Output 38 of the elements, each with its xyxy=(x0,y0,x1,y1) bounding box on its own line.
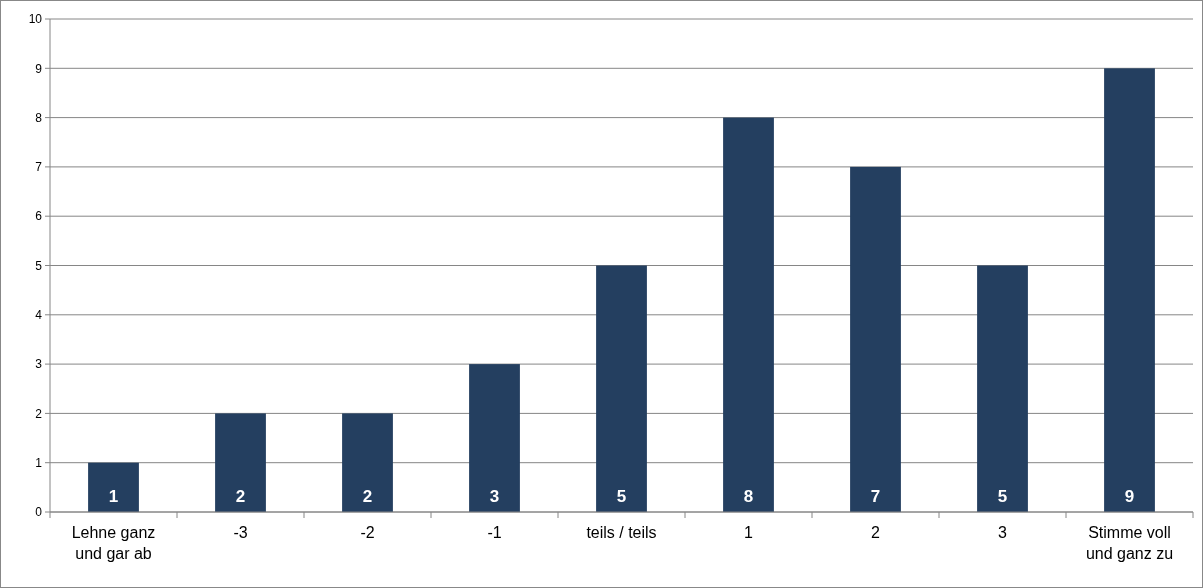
bar xyxy=(723,117,774,512)
y-tick-label: 10 xyxy=(28,12,43,27)
y-tick-label: 3 xyxy=(35,357,43,372)
bar xyxy=(596,265,647,512)
y-tick-label: 2 xyxy=(35,406,43,421)
data-label: 3 xyxy=(489,487,500,506)
x-tick-label: 1 xyxy=(744,524,754,541)
data-label: 7 xyxy=(870,487,881,506)
bar xyxy=(88,462,139,512)
x-tick-label: Stimme voll und ganz zu xyxy=(1085,524,1174,562)
data-label: 1 xyxy=(108,487,119,506)
data-label: 2 xyxy=(235,487,246,506)
x-tick-label: teils / teils xyxy=(586,524,657,541)
data-label: 5 xyxy=(997,487,1008,506)
y-tick-label: 8 xyxy=(35,110,43,125)
bar xyxy=(342,413,393,512)
data-label: 9 xyxy=(1124,487,1135,506)
bar xyxy=(850,166,901,512)
y-tick-label: 0 xyxy=(35,505,43,520)
y-tick-label: 6 xyxy=(35,209,43,224)
x-tick-label: -2 xyxy=(360,524,375,541)
bar xyxy=(1104,68,1155,512)
bar xyxy=(469,364,520,512)
y-tick-label: 9 xyxy=(35,61,43,76)
data-label: 2 xyxy=(362,487,373,506)
bar xyxy=(977,265,1028,512)
x-tick-label: 2 xyxy=(871,524,881,541)
x-tick-label: Lehne ganz und gar ab xyxy=(71,524,156,562)
x-tick-label: -1 xyxy=(487,524,502,541)
x-tick-label: -3 xyxy=(233,524,248,541)
bar xyxy=(215,413,266,512)
data-label: 5 xyxy=(616,487,627,506)
data-label: 8 xyxy=(743,487,754,506)
y-tick-label: 5 xyxy=(35,258,43,273)
y-tick-label: 7 xyxy=(35,160,43,175)
y-tick-label: 1 xyxy=(35,455,43,470)
x-tick-label: 3 xyxy=(998,524,1008,541)
y-tick-label: 4 xyxy=(35,308,43,322)
